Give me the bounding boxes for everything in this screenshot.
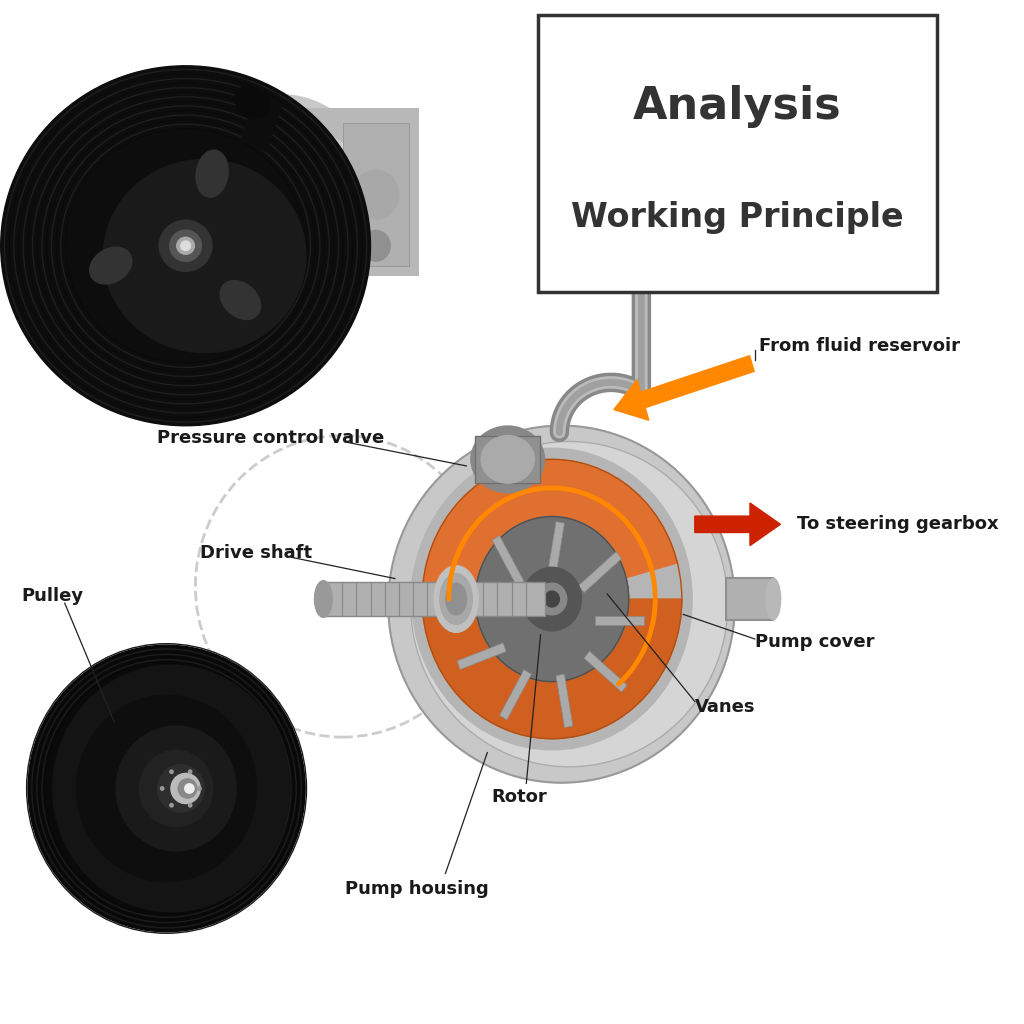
Ellipse shape — [440, 573, 472, 625]
Text: Pressure control valve: Pressure control valve — [157, 429, 384, 447]
Ellipse shape — [52, 666, 290, 911]
Ellipse shape — [766, 579, 780, 620]
Ellipse shape — [139, 751, 213, 826]
Ellipse shape — [159, 220, 212, 271]
Ellipse shape — [220, 281, 260, 319]
Bar — [500, 670, 531, 720]
Ellipse shape — [190, 95, 371, 274]
Ellipse shape — [116, 726, 236, 851]
Ellipse shape — [196, 151, 228, 198]
Text: To steering gearbox: To steering gearbox — [797, 515, 998, 534]
Bar — [324, 582, 545, 616]
Ellipse shape — [103, 160, 306, 352]
Ellipse shape — [170, 804, 173, 807]
Text: Pulley: Pulley — [20, 587, 83, 605]
Bar — [214, 108, 419, 276]
Ellipse shape — [188, 804, 191, 807]
Ellipse shape — [28, 645, 305, 932]
Text: Analysis: Analysis — [633, 85, 842, 128]
Bar — [475, 435, 541, 483]
Bar — [584, 651, 627, 692]
Ellipse shape — [314, 581, 332, 617]
Ellipse shape — [184, 783, 195, 794]
Ellipse shape — [188, 770, 191, 773]
Text: From fluid reservoir: From fluid reservoir — [759, 337, 959, 355]
Ellipse shape — [158, 765, 204, 812]
Wedge shape — [422, 460, 678, 599]
Circle shape — [545, 591, 559, 607]
Ellipse shape — [181, 241, 190, 251]
Circle shape — [475, 516, 629, 682]
Ellipse shape — [434, 565, 478, 633]
Bar — [538, 15, 937, 292]
Ellipse shape — [170, 770, 173, 773]
Ellipse shape — [1, 66, 371, 426]
Ellipse shape — [411, 441, 728, 767]
Ellipse shape — [353, 170, 398, 219]
Bar — [556, 674, 572, 728]
Text: Working Principle: Working Principle — [571, 201, 904, 233]
Bar — [493, 536, 524, 586]
Bar — [726, 579, 773, 620]
Ellipse shape — [198, 786, 201, 791]
Ellipse shape — [170, 230, 202, 261]
Ellipse shape — [90, 247, 132, 284]
Text: Rotor: Rotor — [492, 787, 548, 806]
Ellipse shape — [178, 779, 197, 798]
Text: Vanes: Vanes — [694, 697, 756, 716]
Bar — [455, 590, 503, 616]
Bar — [343, 123, 410, 266]
Bar — [548, 521, 564, 575]
Text: Drive shaft: Drive shaft — [200, 544, 312, 562]
Ellipse shape — [481, 435, 535, 483]
Bar — [595, 616, 644, 626]
Ellipse shape — [161, 786, 164, 791]
Ellipse shape — [177, 238, 195, 254]
Circle shape — [412, 449, 692, 750]
Text: Pump housing: Pump housing — [345, 880, 488, 898]
Circle shape — [522, 567, 582, 631]
Bar — [240, 93, 283, 152]
Ellipse shape — [361, 230, 390, 261]
Wedge shape — [423, 599, 682, 738]
Ellipse shape — [445, 584, 467, 614]
Ellipse shape — [77, 695, 256, 882]
Bar — [457, 643, 506, 670]
Text: Pump cover: Pump cover — [755, 633, 874, 651]
FancyArrow shape — [613, 355, 754, 420]
Ellipse shape — [221, 128, 369, 261]
Circle shape — [538, 584, 566, 614]
FancyArrow shape — [694, 503, 780, 546]
Ellipse shape — [388, 426, 735, 782]
Ellipse shape — [171, 773, 201, 804]
Ellipse shape — [471, 426, 545, 493]
Ellipse shape — [234, 86, 269, 119]
Bar — [579, 552, 622, 593]
